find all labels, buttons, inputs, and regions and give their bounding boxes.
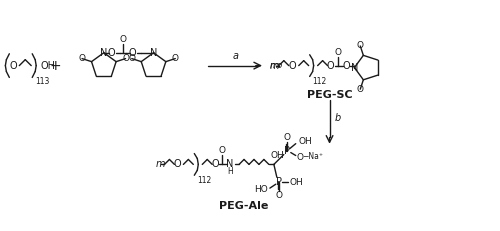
Text: O: O [357,85,364,94]
Text: O: O [10,61,17,71]
Text: −Na⁺: −Na⁺ [302,152,322,161]
Text: O: O [122,54,129,63]
Text: N: N [150,48,157,58]
Text: N: N [350,63,358,73]
Text: O: O [108,48,116,58]
Text: O: O [128,54,136,63]
Text: 113: 113 [35,77,50,86]
Text: mo: mo [270,61,283,70]
Text: O: O [129,48,136,58]
Text: O: O [334,48,341,57]
Text: O: O [296,153,304,162]
Text: O: O [119,35,126,44]
Text: O: O [78,54,86,63]
Text: HO: HO [254,185,268,194]
Text: OH: OH [271,151,284,160]
Text: O: O [284,133,290,142]
Text: N: N [100,48,108,58]
Text: O: O [276,191,282,200]
Text: O: O [212,159,219,169]
Text: m: m [270,61,280,71]
Text: O: O [218,146,226,155]
Text: N: N [226,159,234,169]
Text: PEG-Ale: PEG-Ale [220,201,268,211]
Text: O: O [172,54,179,63]
Text: 112: 112 [198,176,211,185]
Text: P: P [284,146,290,155]
Text: 112: 112 [312,77,327,86]
Text: OH: OH [40,61,55,71]
Text: m: m [156,159,165,169]
Text: P: P [276,177,282,187]
Text: O: O [289,61,296,71]
Text: O: O [357,42,364,50]
Text: a: a [233,51,239,61]
Text: +: + [50,59,61,73]
Text: OH: OH [298,137,312,146]
Text: OH: OH [290,178,304,187]
Text: O: O [174,159,181,169]
Text: O: O [326,61,334,71]
Text: H: H [227,167,233,176]
Text: O: O [342,61,350,71]
Text: b: b [334,113,340,123]
Text: PEG-SC: PEG-SC [306,90,352,100]
